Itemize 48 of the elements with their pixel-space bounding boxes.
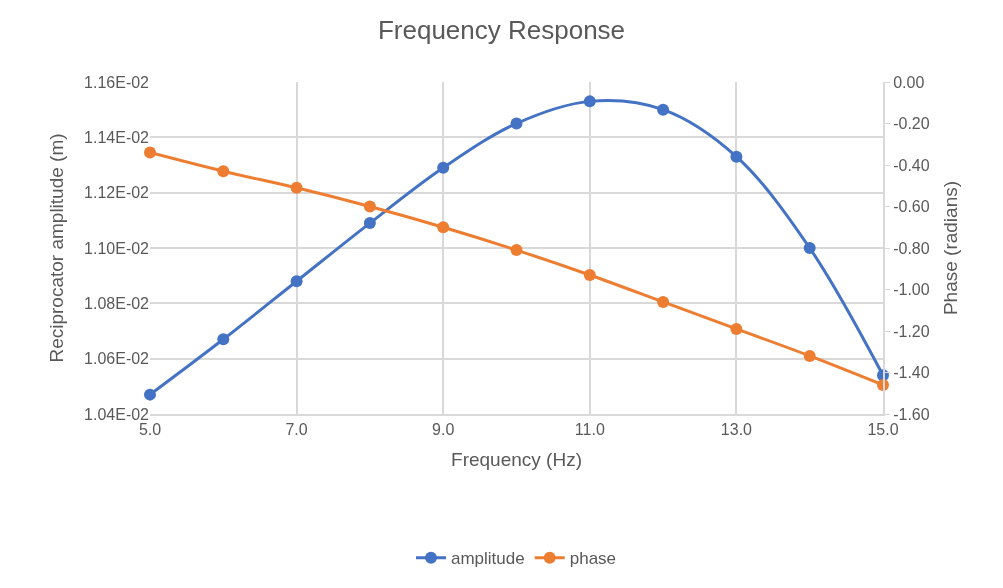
y-axis-title: Reciprocator amplitude (m) bbox=[45, 133, 67, 363]
point bbox=[217, 165, 230, 178]
x-tick-label: 11.0 bbox=[574, 421, 605, 439]
point bbox=[803, 242, 816, 254]
point bbox=[510, 117, 523, 130]
point bbox=[437, 221, 450, 234]
point bbox=[730, 150, 743, 163]
point bbox=[144, 388, 156, 401]
y-tick-label: 1.14E-02 bbox=[84, 128, 150, 146]
y2-tick-label: -1.40 bbox=[893, 364, 930, 382]
y-tick-label: 1.06E-02 bbox=[84, 350, 150, 368]
y2-tick-label: -0.20 bbox=[893, 115, 930, 133]
chart-title: Frequency Response bbox=[377, 14, 626, 45]
point bbox=[583, 268, 596, 281]
x-axis-title: Frequency (Hz) bbox=[451, 448, 582, 470]
legend-label: amplitude bbox=[451, 549, 525, 569]
y2-tick-label: -0.80 bbox=[893, 239, 930, 257]
point bbox=[363, 217, 376, 230]
point bbox=[803, 349, 816, 362]
y2-tick-label: -1.20 bbox=[893, 322, 930, 340]
x-tick-label: 7.0 bbox=[285, 421, 308, 439]
point bbox=[730, 322, 743, 335]
x-tick-label: 9.0 bbox=[432, 421, 455, 439]
x-tick-label: 15.0 bbox=[867, 421, 899, 439]
x-tick-label: 5.0 bbox=[138, 421, 162, 439]
point bbox=[217, 333, 230, 346]
point bbox=[510, 244, 523, 257]
y2-tick-label: -0.40 bbox=[893, 156, 930, 174]
y2-axis-title: Phase (radians) bbox=[940, 180, 962, 316]
y2-tick-label: 0.00 bbox=[893, 73, 925, 91]
point bbox=[290, 275, 303, 288]
y-tick-label: 1.16E-02 bbox=[84, 73, 150, 91]
legend-label: phase bbox=[569, 549, 617, 569]
y2-tick-label: -1.60 bbox=[893, 405, 930, 423]
point bbox=[363, 200, 376, 213]
point bbox=[437, 161, 450, 174]
y2-tick-label: -1.00 bbox=[893, 281, 930, 299]
y-tick-label: 1.10E-02 bbox=[84, 239, 150, 257]
point bbox=[657, 103, 670, 116]
point bbox=[290, 181, 303, 194]
point bbox=[583, 95, 596, 108]
x-tick-label: 13.0 bbox=[720, 421, 753, 439]
y-tick-label: 1.12E-02 bbox=[84, 184, 150, 202]
y-tick-label: 1.08E-02 bbox=[84, 294, 150, 312]
point bbox=[657, 295, 670, 308]
point bbox=[144, 146, 156, 159]
y2-tick-label: -0.60 bbox=[893, 198, 930, 216]
y-tick-label: 1.04E-02 bbox=[84, 405, 150, 423]
